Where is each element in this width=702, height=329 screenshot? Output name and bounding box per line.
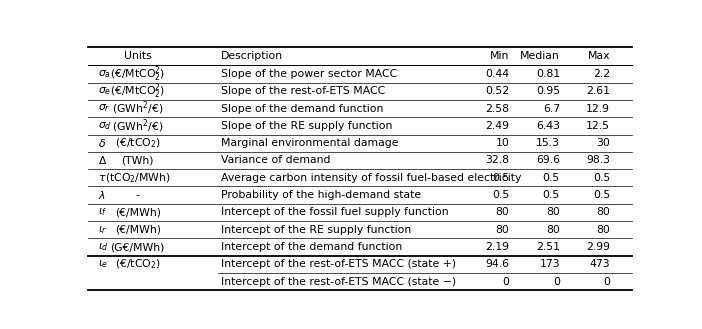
Text: Average carbon intensity of fossil fuel-based electricity: Average carbon intensity of fossil fuel-… — [221, 173, 522, 183]
Text: (G€/MWh): (G€/MWh) — [111, 242, 165, 252]
Text: 69.6: 69.6 — [536, 156, 560, 165]
Text: $\Delta$: $\Delta$ — [98, 155, 107, 166]
Text: 30: 30 — [596, 138, 610, 148]
Text: 0: 0 — [503, 277, 510, 287]
Text: 98.3: 98.3 — [586, 156, 610, 165]
Text: 0.44: 0.44 — [485, 69, 510, 79]
Text: 0: 0 — [603, 277, 610, 287]
Text: 32.8: 32.8 — [485, 156, 510, 165]
Text: Marginal environmental damage: Marginal environmental damage — [221, 138, 399, 148]
Text: Max: Max — [588, 51, 610, 61]
Text: (GWh$^2$/€): (GWh$^2$/€) — [112, 100, 164, 117]
Text: (€/MWh): (€/MWh) — [115, 207, 161, 217]
Text: $\iota_e$: $\iota_e$ — [98, 258, 107, 270]
Text: Intercept of the rest-of-ETS MACC (state +): Intercept of the rest-of-ETS MACC (state… — [221, 259, 456, 269]
Text: Min: Min — [490, 51, 510, 61]
Text: $\lambda$: $\lambda$ — [98, 189, 105, 201]
Text: $\sigma_d$: $\sigma_d$ — [98, 120, 112, 132]
Text: $\tau$: $\tau$ — [98, 173, 106, 183]
Text: 94.6: 94.6 — [485, 259, 510, 269]
Text: $\iota_r$: $\iota_r$ — [98, 224, 107, 236]
Text: Intercept of the fossil fuel supply function: Intercept of the fossil fuel supply func… — [221, 207, 449, 217]
Text: Slope of the power sector MACC: Slope of the power sector MACC — [221, 69, 397, 79]
Text: 0.95: 0.95 — [536, 86, 560, 96]
Text: $\sigma_r$: $\sigma_r$ — [98, 103, 110, 114]
Text: 0.81: 0.81 — [536, 69, 560, 79]
Text: 2.49: 2.49 — [485, 121, 510, 131]
Text: $\iota_f$: $\iota_f$ — [98, 207, 107, 218]
Text: $\delta$: $\delta$ — [98, 137, 106, 149]
Text: 2.99: 2.99 — [586, 242, 610, 252]
Text: 2.61: 2.61 — [586, 86, 610, 96]
Text: Probability of the high-demand state: Probability of the high-demand state — [221, 190, 421, 200]
Text: Description: Description — [221, 51, 283, 61]
Text: 0.5: 0.5 — [492, 190, 510, 200]
Text: 2.2: 2.2 — [593, 69, 610, 79]
Text: 0.52: 0.52 — [485, 86, 510, 96]
Text: 473: 473 — [590, 259, 610, 269]
Text: 6.43: 6.43 — [536, 121, 560, 131]
Text: (GWh$^2$/€): (GWh$^2$/€) — [112, 117, 164, 135]
Text: Intercept of the RE supply function: Intercept of the RE supply function — [221, 225, 411, 235]
Text: $\sigma_e$: $\sigma_e$ — [98, 86, 111, 97]
Text: Slope of the RE supply function: Slope of the RE supply function — [221, 121, 392, 131]
Text: 15.3: 15.3 — [536, 138, 560, 148]
Text: 0.5: 0.5 — [592, 190, 610, 200]
Text: Units: Units — [124, 51, 152, 61]
Text: Intercept of the rest-of-ETS MACC (state −): Intercept of the rest-of-ETS MACC (state… — [221, 277, 456, 287]
Text: 173: 173 — [539, 259, 560, 269]
Text: (€/tCO$_2$): (€/tCO$_2$) — [115, 258, 161, 271]
Text: (€/MtCO$_2^2$): (€/MtCO$_2^2$) — [110, 64, 166, 84]
Text: $\iota_d$: $\iota_d$ — [98, 241, 108, 253]
Text: 80: 80 — [596, 207, 610, 217]
Text: -: - — [136, 190, 140, 200]
Text: Variance of demand: Variance of demand — [221, 156, 331, 165]
Text: 2.19: 2.19 — [485, 242, 510, 252]
Text: 2.51: 2.51 — [536, 242, 560, 252]
Text: 80: 80 — [546, 225, 560, 235]
Text: (€/MWh): (€/MWh) — [115, 225, 161, 235]
Text: 0.5: 0.5 — [492, 173, 510, 183]
Text: 0.5: 0.5 — [543, 190, 560, 200]
Text: (€/MtCO$_2^2$): (€/MtCO$_2^2$) — [110, 82, 166, 101]
Text: 80: 80 — [546, 207, 560, 217]
Text: 0.5: 0.5 — [592, 173, 610, 183]
Text: 6.7: 6.7 — [543, 104, 560, 114]
Text: (TWh): (TWh) — [121, 156, 154, 165]
Text: 0.5: 0.5 — [543, 173, 560, 183]
Text: Slope of the rest-of-ETS MACC: Slope of the rest-of-ETS MACC — [221, 86, 385, 96]
Text: $\sigma_a$: $\sigma_a$ — [98, 68, 111, 80]
Text: 2.58: 2.58 — [485, 104, 510, 114]
Text: (€/tCO$_2$): (€/tCO$_2$) — [115, 137, 161, 150]
Text: 0: 0 — [553, 277, 560, 287]
Text: Median: Median — [520, 51, 560, 61]
Text: Slope of the demand function: Slope of the demand function — [221, 104, 383, 114]
Text: 12.9: 12.9 — [586, 104, 610, 114]
Text: 80: 80 — [496, 225, 510, 235]
Text: 12.5: 12.5 — [586, 121, 610, 131]
Text: Intercept of the demand function: Intercept of the demand function — [221, 242, 402, 252]
Text: 10: 10 — [496, 138, 510, 148]
Text: (tCO$_2$/MWh): (tCO$_2$/MWh) — [105, 171, 171, 185]
Text: 80: 80 — [496, 207, 510, 217]
Text: 80: 80 — [596, 225, 610, 235]
